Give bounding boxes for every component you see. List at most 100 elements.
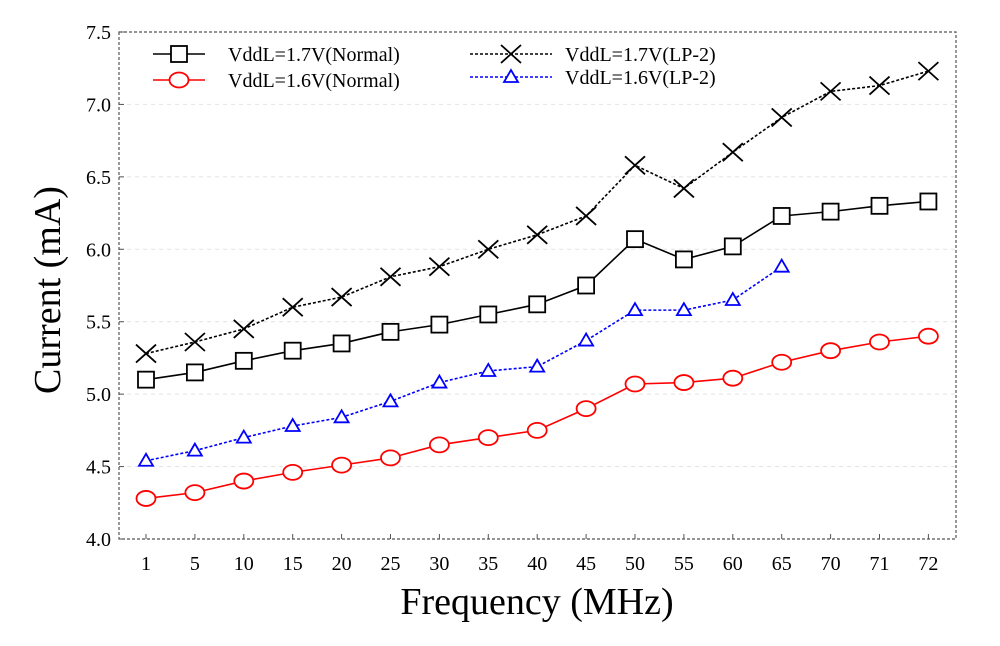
legend-label: VddL=1.7V(Normal) — [228, 44, 400, 66]
x-axis-ticks: 1 5 10 15 20 25 30 35 40 45 50 55 60 65 70 71 72 — [141, 534, 938, 575]
data-point-x — [819, 81, 842, 102]
data-point-triangle — [186, 441, 204, 457]
x-tick-label: 5 — [190, 553, 200, 575]
x-tick-label: 30 — [429, 553, 449, 575]
x-tick-label: 25 — [381, 553, 401, 575]
data-point-circle — [380, 449, 401, 467]
data-point-x — [184, 332, 206, 352]
y-tick-label: 4.0 — [86, 529, 111, 551]
data-point-x — [575, 206, 597, 226]
y-axis-title: Current (mA) — [27, 186, 69, 394]
data-point-x — [526, 225, 548, 245]
data-point-x — [673, 178, 695, 199]
y-tick-label: 5.0 — [86, 384, 111, 406]
data-point-circle — [282, 463, 304, 481]
legend-label: VddL=1.6V(Normal) — [228, 70, 400, 92]
data-point-square — [723, 237, 742, 256]
data-point-square — [577, 276, 595, 295]
y-tick-label: 6.5 — [86, 167, 111, 189]
data-point-square — [332, 334, 351, 353]
data-point-triangle — [381, 392, 400, 408]
x-tick-label: 45 — [576, 553, 596, 575]
data-point-circle — [722, 369, 744, 387]
data-point-x — [477, 239, 499, 259]
series-3 — [135, 61, 940, 364]
x-tick-label: 35 — [478, 553, 498, 575]
x-tick-label: 15 — [283, 553, 303, 575]
data-point-triangle — [137, 451, 155, 467]
data-point-triangle — [675, 301, 693, 317]
data-point-square — [381, 322, 400, 341]
data-point-x — [868, 75, 891, 96]
x-tick-label: 50 — [625, 553, 645, 575]
y-axis-ticks: 4.0 4.5 5.0 5.5 6.0 6.5 7.0 7.5 — [86, 22, 124, 551]
y-tick-label: 4.5 — [86, 457, 111, 479]
data-point-circle — [526, 421, 548, 439]
data-point-triangle — [479, 362, 497, 377]
x-tick-label: 72 — [918, 553, 938, 575]
data-point-circle — [820, 342, 841, 360]
data-point-triangle — [626, 301, 644, 317]
series-2 — [135, 327, 939, 507]
y-tick-label: 7.0 — [86, 94, 111, 116]
data-point-square — [870, 196, 889, 215]
data-point-square — [234, 351, 253, 370]
legend-entry-4: VddL=1.6V(LP-2) — [470, 67, 716, 89]
data-point-square — [772, 207, 791, 225]
data-point-triangle — [528, 357, 546, 373]
x-axis-title: Frequency (MHz) — [400, 581, 673, 623]
data-point-circle — [918, 327, 939, 345]
y-tick-label: 6.0 — [86, 239, 111, 261]
data-point-triangle — [235, 428, 253, 444]
data-point-square — [528, 295, 547, 314]
data-point-square — [430, 315, 449, 334]
data-point-x — [500, 44, 522, 64]
data-point-circle — [477, 429, 499, 447]
data-point-x — [428, 257, 451, 277]
y-tick-label: 5.5 — [86, 312, 111, 334]
data-point-square — [283, 341, 302, 360]
data-point-circle — [135, 490, 157, 507]
data-point-triangle — [333, 408, 351, 424]
x-tick-label: 20 — [332, 553, 352, 575]
data-point-square — [919, 192, 938, 211]
data-point-x — [917, 61, 940, 81]
legend-entry-3: VddL=1.7V(LP-2) — [470, 44, 716, 66]
data-point-x — [624, 155, 646, 175]
y-tick-label: 7.5 — [86, 22, 111, 44]
data-point-circle — [869, 333, 890, 351]
x-tick-label: 40 — [527, 553, 547, 575]
data-point-circle — [428, 436, 450, 454]
data-point-x — [379, 267, 402, 287]
series-1 — [137, 192, 938, 389]
data-point-triangle — [502, 68, 520, 83]
legend-label: VddL=1.7V(LP-2) — [565, 44, 716, 66]
data-point-square — [626, 230, 644, 249]
data-point-triangle — [724, 291, 742, 306]
legend-entry-1: VddL=1.7V(Normal) — [153, 44, 400, 66]
data-point-circle — [771, 353, 793, 371]
data-point-x — [330, 287, 353, 307]
x-tick-label: 70 — [821, 553, 841, 575]
data-point-circle — [184, 484, 206, 502]
legend-label: VddL=1.6V(LP-2) — [565, 67, 716, 89]
data-point-circle — [331, 456, 353, 474]
series-group — [135, 61, 940, 507]
data-point-x — [771, 107, 793, 128]
x-tick-label: 65 — [772, 553, 792, 575]
data-point-square — [675, 250, 693, 269]
data-point-square — [479, 305, 498, 324]
legend-entry-2: VddL=1.6V(Normal) — [153, 70, 400, 92]
data-point-circle — [624, 375, 646, 393]
data-point-x — [233, 319, 255, 339]
data-point-circle — [233, 472, 255, 490]
x-tick-label: 1 — [141, 553, 151, 575]
x-tick-label: 10 — [234, 553, 254, 575]
data-point-x — [282, 297, 304, 317]
data-point-circle — [168, 71, 190, 89]
data-point-x — [722, 142, 744, 162]
grid-lines — [119, 103, 956, 468]
plot-frame — [118, 31, 957, 540]
series-line — [145, 266, 783, 462]
